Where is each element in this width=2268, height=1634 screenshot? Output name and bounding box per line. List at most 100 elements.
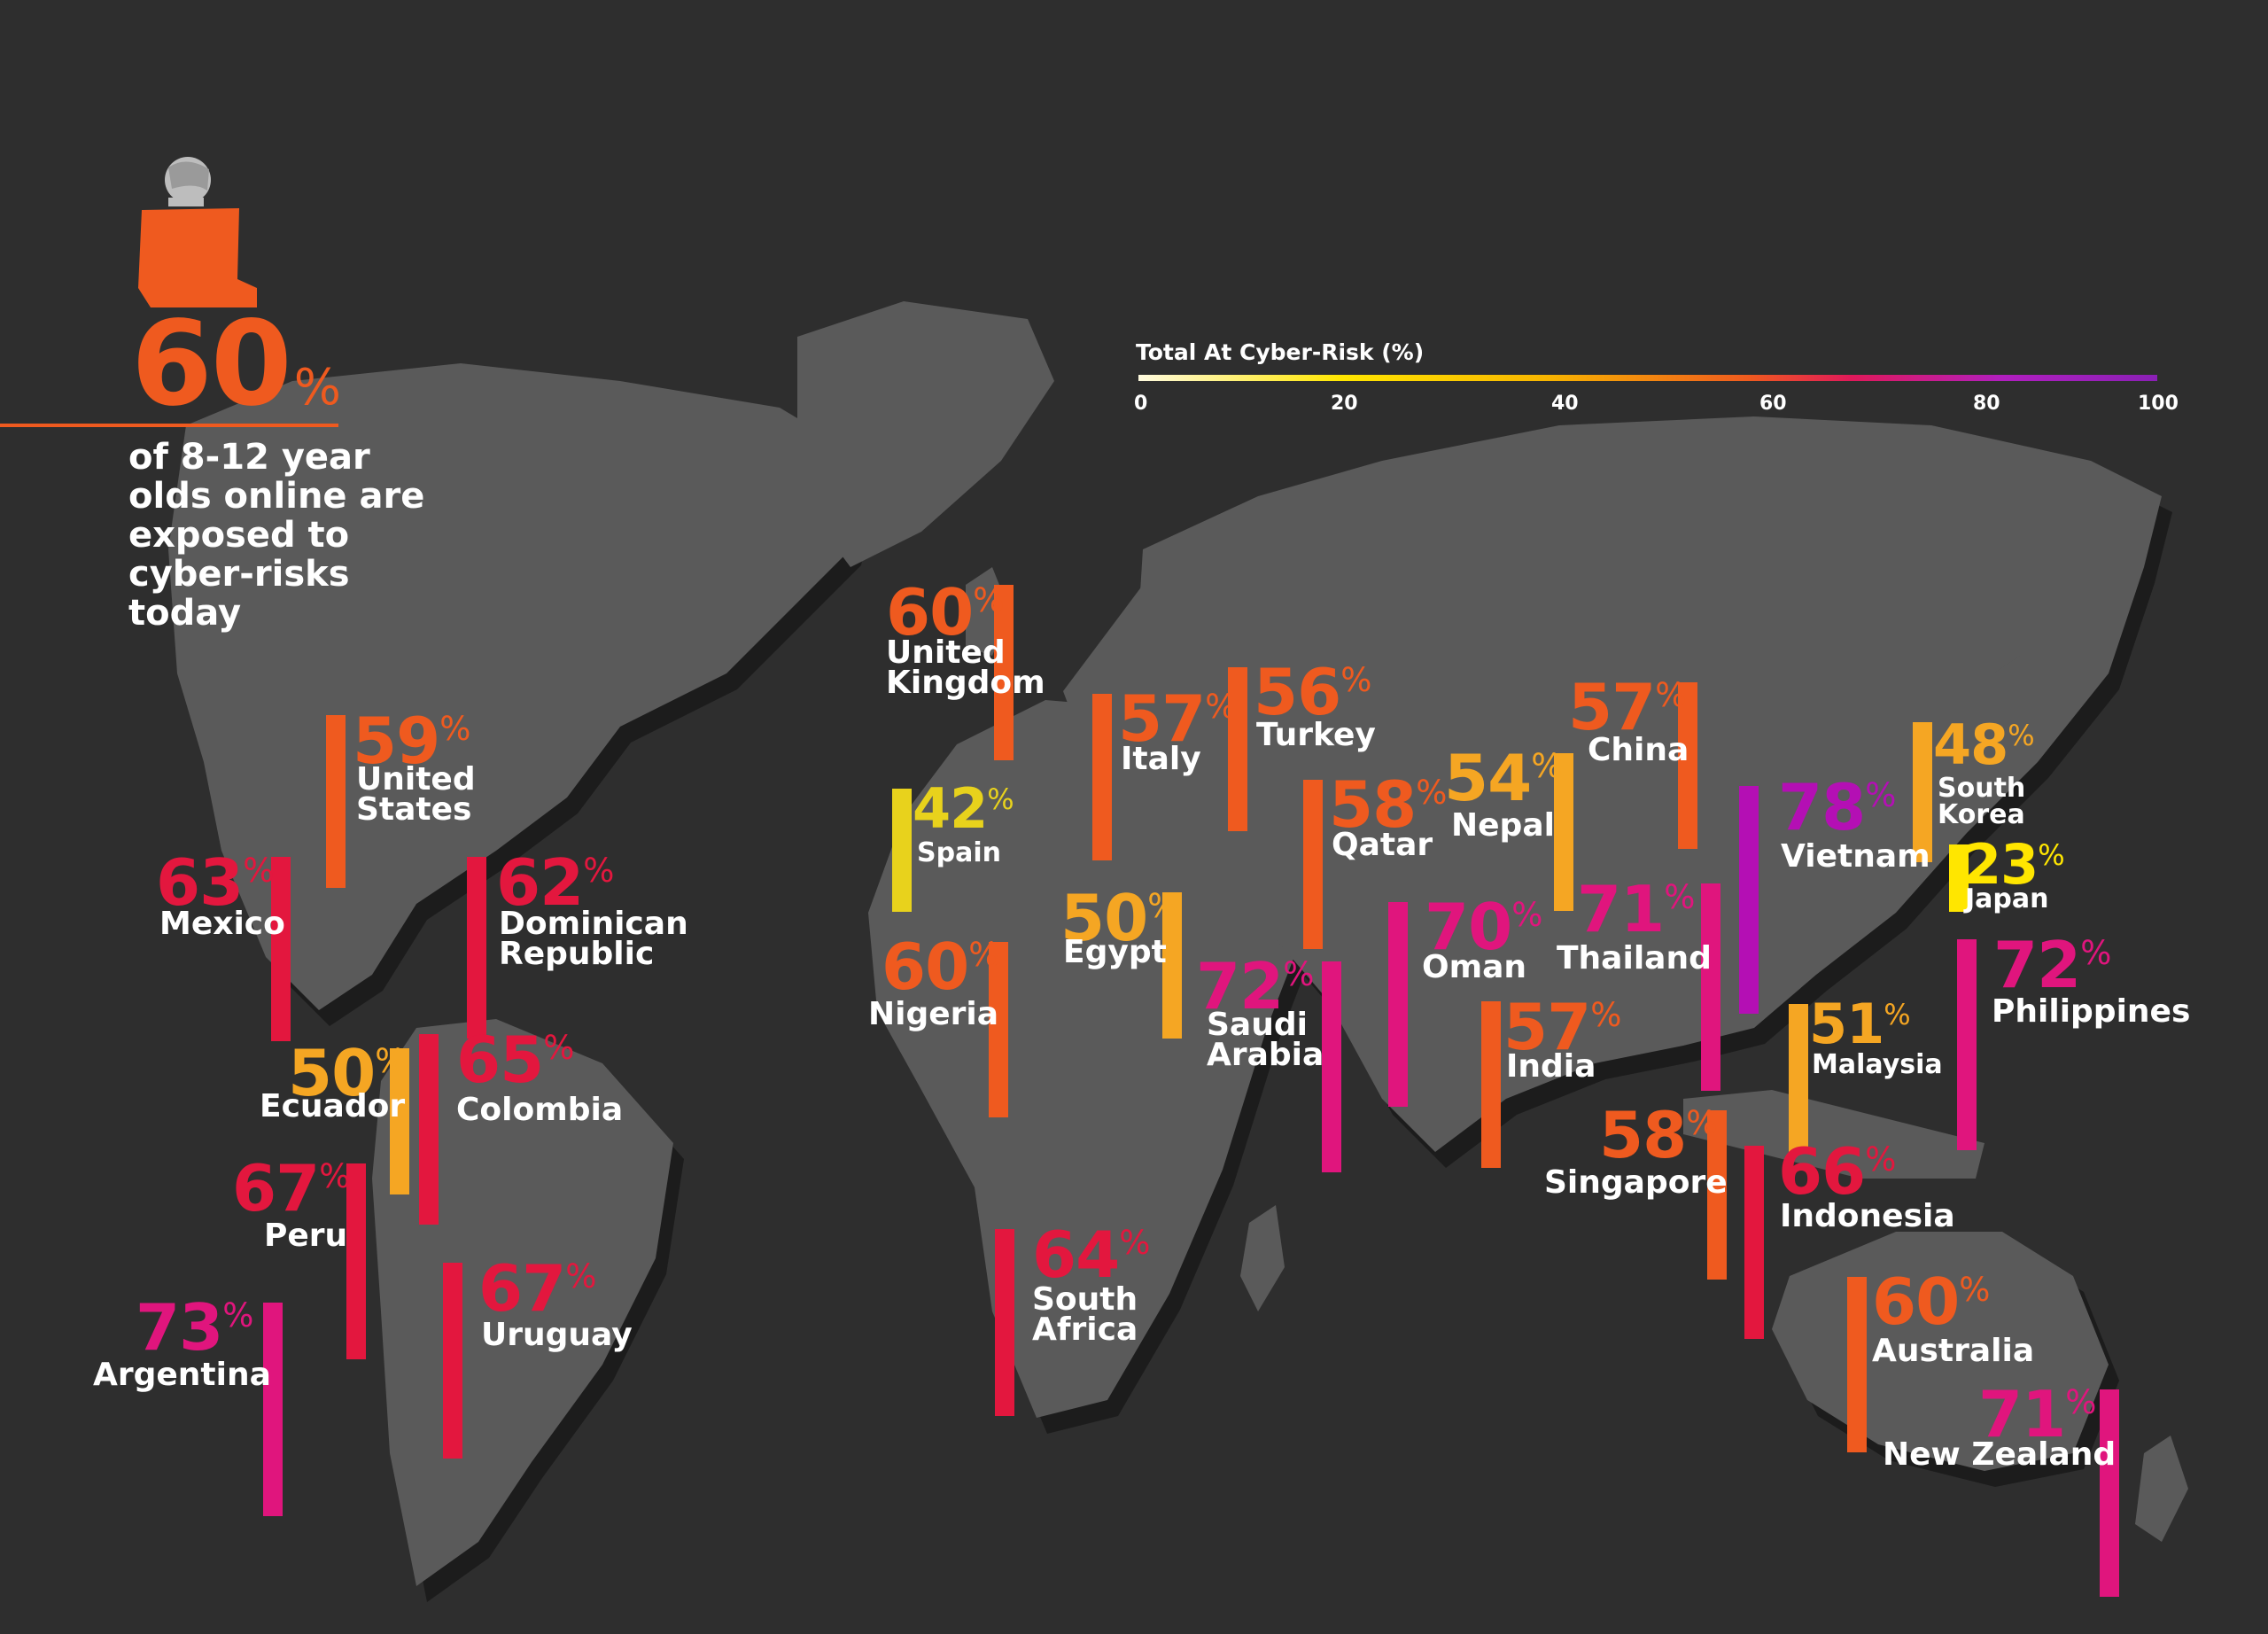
value-label-mexico: 63% [156, 851, 274, 914]
value-label-nepal: 54% [1444, 746, 1562, 810]
value-label-philippines: 72% [1993, 933, 2111, 997]
bar-nepal [1554, 753, 1573, 911]
country-label-china: China [1588, 732, 1689, 768]
value-number: 60 [882, 930, 969, 1004]
value-unit: % [1340, 661, 1371, 699]
greenland-shape [797, 301, 1054, 567]
africa-shape [868, 700, 1311, 1418]
bar-vietnam [1739, 786, 1759, 1014]
bar-south-korea [1913, 722, 1932, 862]
value-number: 57 [1568, 670, 1656, 744]
madagascar-shape [1240, 1205, 1285, 1311]
japan-shape [1984, 656, 2038, 780]
country-label-singapore: Singapore [1544, 1164, 1728, 1201]
value-number: 73 [136, 1290, 223, 1365]
bar-south-africa [995, 1229, 1014, 1416]
country-label-mexico: Mexico [159, 906, 285, 942]
bar-colombia [419, 1034, 439, 1225]
country-label-spain: Spain [917, 837, 1001, 868]
legend-tick: 80 [1973, 393, 2000, 415]
bar-dominican-republic [467, 857, 486, 1039]
value-label-malaysia: 51% [1809, 997, 1911, 1052]
bar-saudi-arabia [1322, 961, 1341, 1172]
value-number: 42 [913, 776, 988, 841]
bar-nigeria [989, 942, 1008, 1117]
country-label-new-zealand: New Zealand [1883, 1436, 2117, 1473]
country-label-vietnam: Vietnam [1781, 838, 1930, 875]
value-unit: % [565, 1257, 596, 1296]
value-label-nigeria: 60% [882, 935, 999, 999]
country-label-south-korea: South Korea [1938, 773, 2026, 830]
value-number: 71 [1978, 1377, 2066, 1451]
bar-new-zealand [2100, 1389, 2119, 1597]
legend-title: Total At Cyber-Risk (%) [1136, 339, 1425, 365]
value-number: 57 [1118, 681, 1206, 756]
value-number: 70 [1425, 890, 1512, 964]
bar-turkey [1228, 667, 1247, 831]
country-label-peru: Peru [264, 1218, 348, 1254]
value-label-colombia: 65% [456, 1028, 574, 1092]
value-number: 54 [1444, 741, 1532, 815]
country-label-uruguay: Uruguay [481, 1317, 633, 1353]
legend-tick: 0 [1134, 393, 1148, 415]
country-label-colombia: Colombia [456, 1092, 624, 1128]
value-unit: % [1416, 774, 1447, 812]
value-unit: % [1865, 1140, 1896, 1179]
value-label-new-zealand: 71% [1978, 1382, 2096, 1446]
value-number: 60 [1872, 1264, 1960, 1339]
value-label-oman: 70% [1425, 895, 1542, 959]
value-unit: % [1590, 996, 1621, 1034]
value-label-vietnam: 78% [1778, 775, 1896, 839]
value-number: 23 [1963, 832, 2039, 897]
value-number: 58 [1329, 767, 1417, 842]
headline-caption: of 8-12 year olds online are exposed to … [128, 437, 425, 634]
value-unit: % [222, 1296, 253, 1334]
country-label-argentina: Argentina [93, 1357, 271, 1393]
legend-color-scale [1138, 375, 2157, 381]
country-label-nepal: Nepal [1451, 807, 1555, 844]
value-unit: % [543, 1029, 574, 1067]
value-unit: % [968, 936, 999, 974]
bar-ecuador [390, 1048, 409, 1194]
value-label-egypt: 50% [1060, 886, 1178, 950]
value-number: 50 [1060, 881, 1148, 955]
value-number: 50 [288, 1036, 376, 1110]
value-label-united-kingdom: 60% [886, 580, 1004, 644]
legend-tick: 60 [1759, 393, 1787, 415]
legend-tick: 20 [1331, 393, 1358, 415]
value-number: 48 [1933, 712, 2008, 777]
value-label-turkey: 56% [1254, 660, 1371, 724]
bar-india [1481, 1001, 1501, 1168]
value-label-saudi-arabia: 72% [1196, 954, 1314, 1018]
child-silhouette-icon [138, 157, 257, 307]
value-unit: % [243, 852, 274, 890]
country-label-nigeria: Nigeria [868, 996, 999, 1032]
value-unit: % [375, 1042, 406, 1080]
value-unit: % [2038, 838, 2064, 872]
value-unit: % [1884, 998, 1910, 1031]
value-unit: % [1283, 955, 1314, 993]
value-number: 71 [1577, 872, 1665, 946]
bar-united-states [326, 715, 346, 888]
bar-peru [346, 1163, 366, 1359]
value-unit: % [2080, 934, 2111, 972]
value-unit: % [987, 782, 1014, 816]
country-label-philippines: Philippines [1992, 993, 2191, 1030]
value-label-china: 57% [1568, 675, 1686, 739]
value-label-dominican-republic: 62% [496, 851, 614, 914]
value-unit: % [973, 581, 1004, 619]
country-label-united-kingdom: United Kingdom [886, 634, 1045, 701]
value-unit: % [2065, 1383, 2096, 1421]
value-label-south-korea: 48% [1933, 718, 2035, 773]
bar-thailand [1701, 883, 1720, 1091]
value-label-peru: 67% [232, 1156, 350, 1220]
value-number: 64 [1032, 1218, 1120, 1292]
value-number: 62 [496, 845, 584, 920]
value-unit: % [1119, 1224, 1150, 1262]
value-unit: % [319, 1157, 350, 1195]
value-number: 63 [156, 845, 244, 920]
value-label-argentina: 73% [136, 1296, 253, 1359]
value-number: 66 [1778, 1134, 1866, 1209]
value-label-spain: 42% [913, 782, 1014, 836]
